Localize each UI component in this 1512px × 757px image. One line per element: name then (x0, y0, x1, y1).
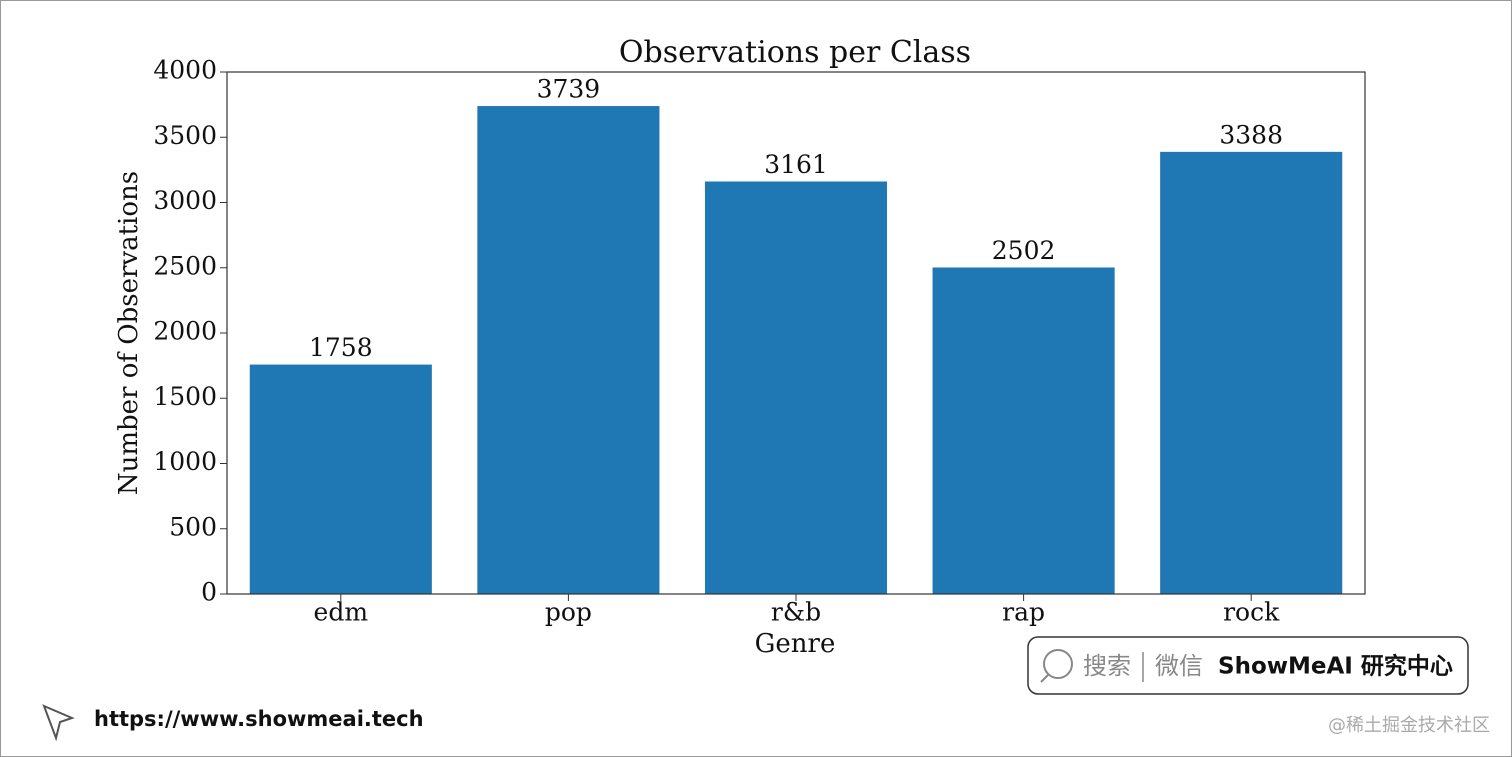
data-label: 3388 (1219, 120, 1283, 149)
x-tick-label: pop (545, 598, 592, 627)
y-tick-label: 2000 (153, 317, 217, 346)
footer-url: https://www.showmeai.tech (94, 707, 424, 731)
x-tick-label: r&b (771, 598, 821, 627)
watermark: 搜索 微信 ShowMeAI 研究中心 (1027, 636, 1469, 695)
watermark-box (1027, 636, 1469, 695)
y-tick-label: 3000 (153, 186, 217, 215)
y-tick-label: 3500 (153, 121, 217, 150)
footer-credit: @稀土掘金技术社区 (1328, 715, 1490, 736)
y-axis-label: Number of Observations (114, 171, 144, 495)
y-tick-label: 500 (169, 512, 217, 541)
watermark-wechat: 微信 (1155, 652, 1203, 680)
bar (1160, 151, 1343, 594)
x-tick-label: edm (314, 598, 369, 627)
chart-title: Observations per Class (619, 35, 971, 70)
bar (477, 106, 660, 595)
x-axis-label: Genre (755, 629, 836, 659)
y-tick-label: 0 (201, 578, 217, 607)
search-icon (1043, 649, 1073, 679)
y-tick-label: 2500 (153, 251, 217, 280)
data-label: 3739 (537, 75, 601, 104)
data-label: 3161 (764, 150, 828, 179)
x-tick-label: rock (1223, 598, 1280, 627)
watermark-search: 搜索 (1083, 652, 1131, 680)
cursor-icon (42, 704, 75, 742)
y-tick-label: 1000 (153, 447, 217, 476)
bar (249, 364, 432, 594)
bar (704, 181, 888, 594)
bar (932, 267, 1115, 594)
y-tick-label: 4000 (153, 56, 217, 85)
watermark-brand: ShowMeAI 研究中心 (1218, 653, 1453, 680)
data-label: 2502 (992, 236, 1056, 265)
x-tick-label: rap (1002, 598, 1045, 627)
search-icon-handle (1040, 674, 1049, 683)
y-tick-label: 1500 (153, 382, 217, 411)
plot-frame (226, 71, 1366, 595)
data-label: 1758 (309, 333, 373, 362)
